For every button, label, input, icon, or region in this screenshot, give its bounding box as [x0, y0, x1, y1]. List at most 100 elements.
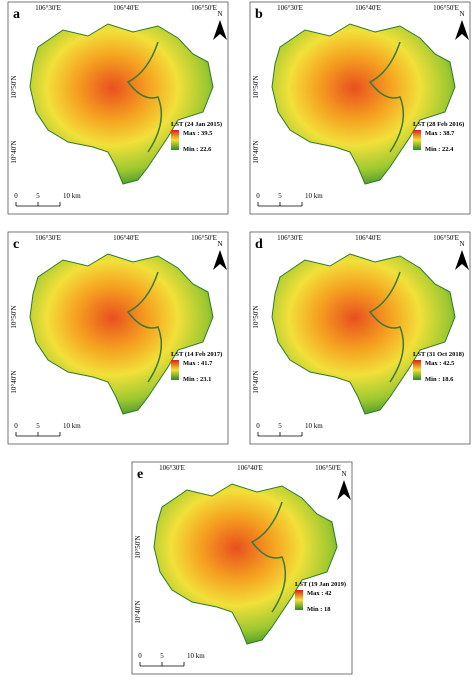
- longitude-label: 106°50'E: [433, 4, 459, 12]
- north-arrow: [213, 20, 227, 40]
- scale-label: 5: [278, 422, 282, 430]
- scale-label: 0: [14, 192, 18, 200]
- legend-title: LST (19 Jan 2019): [295, 581, 346, 588]
- scale-label: 0: [138, 652, 142, 660]
- panel-label: d: [255, 237, 263, 252]
- legend-ramp: [295, 590, 303, 610]
- panel-frame: [7, 231, 229, 445]
- north-label: N: [459, 240, 464, 248]
- latitude-label: 10°50'N: [252, 75, 260, 98]
- longitude-label: 106°40'E: [113, 4, 139, 12]
- longitude-label: 106°40'E: [355, 234, 381, 242]
- scale-label: 0: [14, 422, 18, 430]
- scale-bar: [257, 202, 303, 207]
- longitude-label: 106°50'E: [433, 234, 459, 242]
- panel-frame: [249, 1, 471, 215]
- legend-max: Max : 41.7: [183, 360, 213, 367]
- river: [368, 271, 405, 383]
- longitude-label: 106°30'E: [277, 234, 303, 242]
- longitude-label: 106°50'E: [191, 234, 217, 242]
- legend-ramp: [171, 130, 179, 150]
- legend-min: Min : 22.4: [425, 146, 454, 153]
- scale-label: 10 km: [63, 192, 81, 200]
- map-panel: d 106°30'E 106°40'E 106°50'E 10°50'N 10°40'N L…: [249, 231, 471, 445]
- lst-map: [271, 23, 456, 185]
- scale-label: 0: [256, 422, 260, 430]
- panel-frame: [131, 461, 353, 675]
- north-label: N: [341, 470, 346, 478]
- legend-min: Min : 18.6: [425, 376, 454, 383]
- latitude-label: 10°40'N: [10, 370, 18, 393]
- map-panel: b 106°30'E 106°40'E 106°50'E 10°50'N 10°40'N L…: [249, 1, 471, 215]
- latitude-label: 10°40'N: [10, 140, 18, 163]
- legend-ramp: [171, 360, 179, 380]
- latitude-label: 10°40'N: [252, 140, 260, 163]
- scale-label: 10 km: [63, 422, 81, 430]
- lst-map: [271, 253, 456, 415]
- panel-label: e: [137, 467, 143, 482]
- legend-min: Min : 18: [307, 606, 331, 613]
- legend-ramp: [413, 130, 421, 150]
- lst-map: [29, 253, 214, 415]
- legend-title: LST (14 Feb 2017): [171, 351, 222, 358]
- map-panel: a 106°30'E 106°40'E 106°50'E 10°50'N 10°40'N L…: [7, 1, 229, 215]
- longitude-label: 106°30'E: [277, 4, 303, 12]
- legend-min: Min : 23.1: [183, 376, 211, 383]
- longitude-label: 106°50'E: [191, 4, 217, 12]
- panel-frame: [7, 1, 229, 215]
- legend-title: LST (28 Feb 2016): [413, 121, 464, 128]
- scale-bar: [15, 432, 61, 437]
- legend-max: Max : 42.5: [425, 360, 455, 367]
- scale-label: 0: [256, 192, 260, 200]
- latitude-label: 10°50'N: [252, 305, 260, 328]
- north-label: N: [217, 240, 222, 248]
- map-panel: e 106°30'E 106°40'E 106°50'E 10°50'N 10°40'N L…: [131, 461, 353, 675]
- scale-label: 5: [36, 192, 40, 200]
- scale-label: 5: [160, 652, 164, 660]
- scale-bar: [139, 662, 185, 667]
- map-panel: c 106°30'E 106°40'E 106°50'E 10°50'N 10°40'N L…: [7, 231, 229, 445]
- legend-max: Max : 39.5: [183, 130, 213, 137]
- legend-ramp: [413, 360, 421, 380]
- legend-max: Max : 42: [307, 590, 332, 597]
- legend-min: Min : 22.6: [183, 146, 212, 153]
- north-arrow: [213, 250, 227, 270]
- lst-map: [29, 23, 214, 185]
- scale-label: 10 km: [305, 192, 323, 200]
- scale-label: 10 km: [305, 422, 323, 430]
- river: [126, 41, 163, 153]
- panel-label: a: [13, 7, 20, 22]
- longitude-label: 106°30'E: [35, 234, 61, 242]
- latitude-label: 10°50'N: [10, 75, 18, 98]
- river: [126, 271, 163, 383]
- legend-max: Max : 38.7: [425, 130, 455, 137]
- panel-frame: [249, 231, 471, 445]
- north-arrow: [455, 250, 469, 270]
- longitude-label: 106°30'E: [159, 464, 185, 472]
- latitude-label: 10°40'N: [252, 370, 260, 393]
- scale-bar: [15, 202, 61, 207]
- longitude-label: 106°40'E: [237, 464, 263, 472]
- latitude-label: 10°40'N: [134, 600, 142, 623]
- north-label: N: [217, 10, 222, 18]
- panel-label: b: [255, 7, 263, 22]
- scale-bar: [257, 432, 303, 437]
- latitude-label: 10°50'N: [134, 535, 142, 558]
- scale-label: 5: [278, 192, 282, 200]
- scale-label: 10 km: [187, 652, 205, 660]
- river: [250, 501, 287, 613]
- river: [368, 41, 405, 153]
- latitude-label: 10°50'N: [10, 305, 18, 328]
- north-arrow: [337, 480, 351, 500]
- longitude-label: 106°50'E: [315, 464, 341, 472]
- longitude-label: 106°40'E: [355, 4, 381, 12]
- north-label: N: [459, 10, 464, 18]
- lst-map: [153, 483, 338, 645]
- longitude-label: 106°30'E: [35, 4, 61, 12]
- longitude-label: 106°40'E: [113, 234, 139, 242]
- scale-label: 5: [36, 422, 40, 430]
- legend-title: LST (24 Jan 2015): [171, 121, 222, 128]
- panel-label: c: [13, 237, 19, 252]
- legend-title: LST (31 Oct 2018): [413, 351, 464, 358]
